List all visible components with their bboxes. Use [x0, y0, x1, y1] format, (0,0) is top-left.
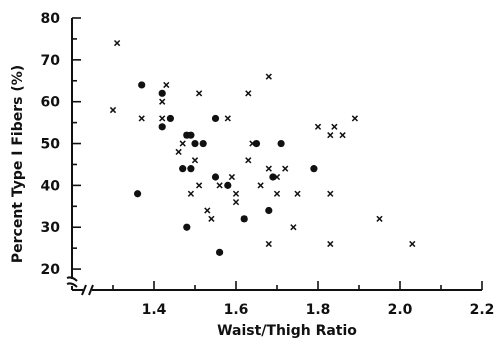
scatter-point-x [245, 157, 252, 164]
scatter-point-dot [310, 165, 318, 173]
scatter-point-dot [134, 190, 142, 198]
y-axis-label: Percent Type I Fibers (%) [10, 65, 26, 263]
scatter-point-x [327, 132, 334, 139]
scatter-point-dot [158, 89, 166, 97]
scatter-point-x [290, 224, 297, 231]
scatter-point-x [187, 190, 195, 197]
scatter-point-dot [199, 139, 207, 148]
y-ticks: 20 30 40 50 60 70 80 [41, 11, 81, 278]
x-axis-break-mark [81, 284, 87, 296]
scatter-point-x [228, 173, 236, 181]
y-tick-label: 30 [41, 220, 61, 236]
scatter-point-x [191, 157, 199, 164]
scatter-point-x [409, 240, 416, 248]
y-axis-break-mark [66, 282, 78, 288]
scatter-point-dot [158, 123, 166, 131]
scatter-point-x [331, 123, 338, 130]
scatter-point-x [273, 190, 281, 197]
x-tick-label: 1.6 [224, 302, 249, 318]
scatter-point-dot [179, 165, 187, 173]
scatter-point-x [339, 132, 346, 139]
scatter-point-x [224, 115, 231, 122]
scatter-point-x [327, 190, 334, 197]
scatter-point-dot [269, 173, 277, 181]
y-tick-label: 70 [41, 53, 61, 69]
scatter-point-x [195, 182, 203, 189]
scatter-point-x [159, 98, 166, 105]
scatter-point-dot [187, 165, 195, 173]
scatter-point-x [376, 215, 383, 222]
data-points [109, 39, 416, 256]
scatter-point-dot [277, 139, 285, 148]
scatter-point-x [314, 123, 322, 130]
scatter-point-x [282, 165, 289, 172]
y-tick-label: 20 [41, 262, 61, 278]
scatter-point-dot [166, 114, 174, 123]
scatter-point-x [245, 90, 252, 97]
scatter-point-dot [138, 81, 146, 89]
scatter-point-x [327, 240, 334, 248]
axes [66, 18, 482, 296]
scatter-point-x [138, 115, 145, 122]
x-tick-label: 1.8 [306, 302, 331, 318]
y-axis-break-mark [66, 276, 78, 282]
scatter-point-x [208, 215, 215, 222]
scatter-point-x [265, 73, 272, 80]
scatter-point-x [232, 198, 240, 206]
scatter-point-x [195, 90, 203, 97]
x-axis-break-mark [88, 284, 94, 296]
x-ticks: 1.4 1.6 1.8 2.0 2.2 [112, 281, 495, 318]
scatter-point-x [113, 39, 121, 47]
y-tick-label: 50 [41, 137, 61, 153]
scatter-point-dot [211, 173, 220, 181]
scatter-point-dot [240, 215, 248, 223]
y-tick-label: 40 [41, 178, 61, 194]
scatter-point-dot [224, 181, 232, 189]
scatter-point-dot [216, 248, 224, 256]
y-tick-label: 80 [41, 11, 61, 27]
scatter-point-x [265, 165, 272, 172]
scatter-point-x [216, 182, 223, 189]
scatter-point-dot [211, 114, 220, 123]
scatter-point-x [257, 182, 264, 189]
scatter-point-x [232, 190, 240, 197]
scatter-point-dot [191, 139, 199, 148]
scatter-point-x [175, 148, 182, 156]
scatter-point-x [179, 140, 186, 147]
x-axis-label: Waist/Thigh Ratio [217, 323, 357, 339]
scatter-point-x [351, 115, 359, 122]
x-tick-label: 2.2 [470, 302, 495, 318]
scatter-point-x [294, 190, 301, 197]
scatter-point-x [159, 115, 166, 122]
x-tick-label: 2.0 [388, 302, 413, 318]
scatter-point-x [109, 106, 117, 114]
scatter-point-x [265, 240, 272, 248]
y-tick-label: 60 [41, 95, 61, 111]
scatter-point-x [204, 207, 211, 214]
scatter-point-x [163, 81, 170, 89]
scatter-point-dot [183, 223, 191, 231]
scatter-point-dot [265, 206, 273, 215]
scatter-point-dot [187, 131, 195, 139]
x-tick-label: 1.4 [142, 302, 167, 318]
scatter-point-dot [252, 139, 261, 148]
